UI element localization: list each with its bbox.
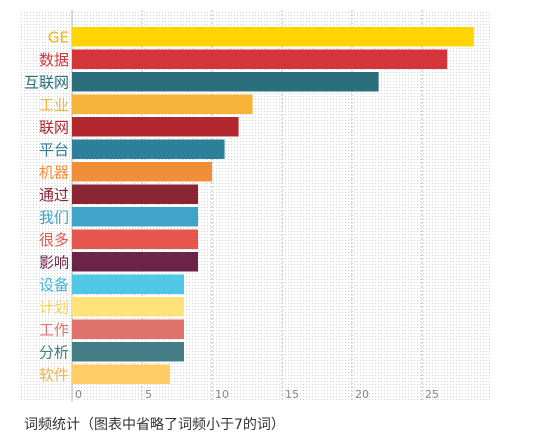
category-label: GE bbox=[48, 28, 69, 46]
category-label: 机器 bbox=[39, 163, 69, 181]
x-tick-label: 0 bbox=[75, 388, 82, 401]
category-label: 计划 bbox=[39, 298, 69, 316]
bars bbox=[72, 27, 474, 384]
bar bbox=[72, 49, 448, 69]
bar bbox=[72, 297, 184, 317]
bar bbox=[72, 207, 198, 227]
bar bbox=[72, 27, 474, 47]
category-label: 平台 bbox=[39, 141, 69, 159]
x-tick-label: 20 bbox=[355, 388, 369, 401]
bar bbox=[72, 252, 198, 272]
category-label: 分析 bbox=[39, 343, 69, 361]
category-label: 联网 bbox=[39, 118, 69, 136]
bar bbox=[72, 319, 184, 339]
bar bbox=[72, 117, 239, 137]
category-label: 通过 bbox=[39, 186, 69, 204]
x-tick-label: 10 bbox=[215, 388, 229, 401]
bar bbox=[72, 72, 379, 92]
chart-caption: 词频统计（图表中省略了词频小于7的词） bbox=[24, 417, 285, 433]
category-label: 工业 bbox=[39, 96, 69, 114]
category-label: 数据 bbox=[39, 51, 69, 69]
bar bbox=[72, 139, 225, 159]
category-label: 软件 bbox=[39, 366, 69, 384]
category-label: 工作 bbox=[39, 321, 69, 339]
bar bbox=[72, 162, 212, 182]
category-label: 我们 bbox=[39, 208, 69, 226]
x-tick-label: 15 bbox=[285, 388, 299, 401]
category-label: 互联网 bbox=[24, 73, 69, 91]
x-tick-label: 5 bbox=[145, 388, 152, 401]
bar bbox=[72, 364, 170, 384]
x-axis-ticks: 0 5 10 15 20 25 bbox=[75, 388, 439, 401]
bar bbox=[72, 342, 184, 362]
category-label: 设备 bbox=[39, 276, 69, 294]
bar bbox=[72, 94, 253, 114]
category-label: 很多 bbox=[39, 231, 69, 249]
bar bbox=[72, 274, 184, 294]
bar bbox=[72, 184, 198, 204]
bar bbox=[72, 229, 198, 249]
x-tick-label: 25 bbox=[425, 388, 439, 401]
category-label: 影响 bbox=[39, 253, 69, 271]
